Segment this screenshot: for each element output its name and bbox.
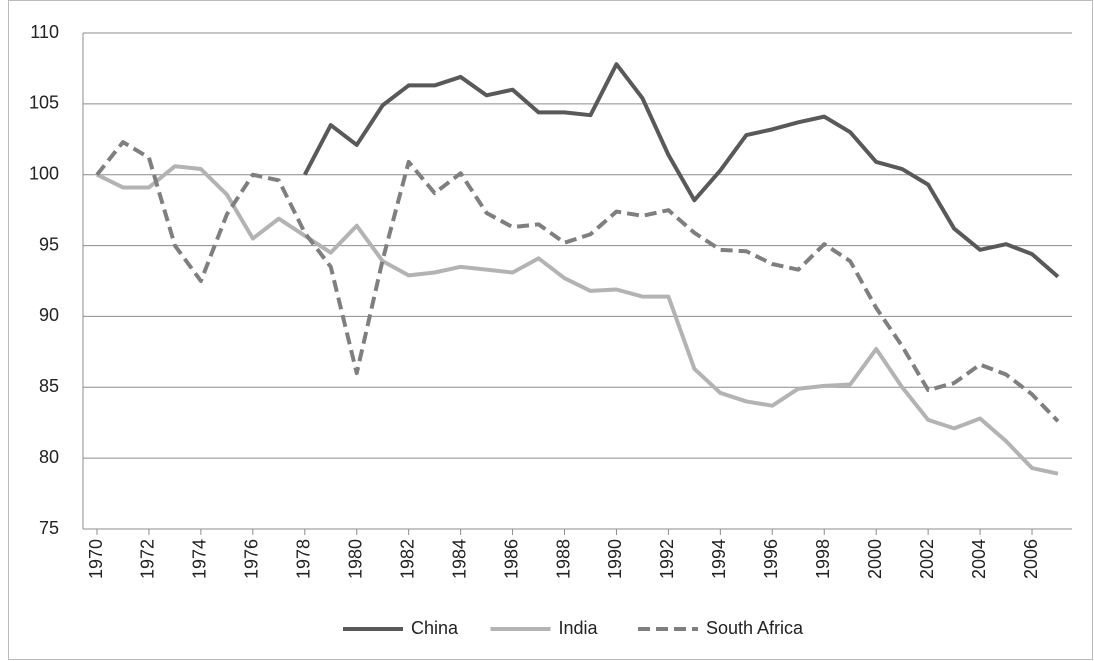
y-tick-label: 90 bbox=[39, 305, 59, 325]
series-line bbox=[96, 164, 1059, 476]
x-tick-label: 1970 bbox=[86, 539, 106, 579]
x-tick-label: 1982 bbox=[397, 539, 417, 579]
x-tick-label: 1988 bbox=[553, 539, 573, 579]
x-tick-label: 2006 bbox=[1021, 539, 1041, 579]
x-tick-label: 1990 bbox=[605, 539, 625, 579]
x-tick-label: 1974 bbox=[190, 539, 210, 579]
x-tick-label: 1994 bbox=[709, 539, 729, 579]
series-line bbox=[95, 140, 1060, 423]
legend-label: South Africa bbox=[706, 618, 804, 638]
y-tick-label: 105 bbox=[29, 93, 59, 113]
x-tick-label: 1972 bbox=[138, 539, 158, 579]
y-tick-label: 80 bbox=[39, 447, 59, 467]
x-tick-label: 1976 bbox=[242, 539, 262, 579]
x-tick-label: 1978 bbox=[294, 539, 314, 579]
series-line bbox=[303, 62, 1060, 279]
x-tick-label: 1986 bbox=[501, 539, 521, 579]
y-tick-label: 100 bbox=[29, 163, 59, 183]
x-tick-label: 2000 bbox=[865, 539, 885, 579]
legend-label: India bbox=[559, 618, 599, 638]
x-tick-label: 1984 bbox=[449, 539, 469, 579]
frame bbox=[8, 0, 1093, 660]
x-tick-label: 1992 bbox=[657, 539, 677, 579]
legend-label: China bbox=[411, 618, 459, 638]
y-tick-label: 75 bbox=[39, 518, 59, 538]
y-tick-label: 95 bbox=[39, 234, 59, 254]
x-tick-label: 1996 bbox=[761, 539, 781, 579]
x-tick-label: 1998 bbox=[813, 539, 833, 579]
y-tick-label: 85 bbox=[39, 376, 59, 396]
y-tick-label: 110 bbox=[30, 22, 59, 42]
x-tick-label: 1980 bbox=[345, 539, 365, 579]
x-tick-label: 2004 bbox=[969, 539, 989, 579]
x-tick-label: 2002 bbox=[917, 539, 937, 579]
